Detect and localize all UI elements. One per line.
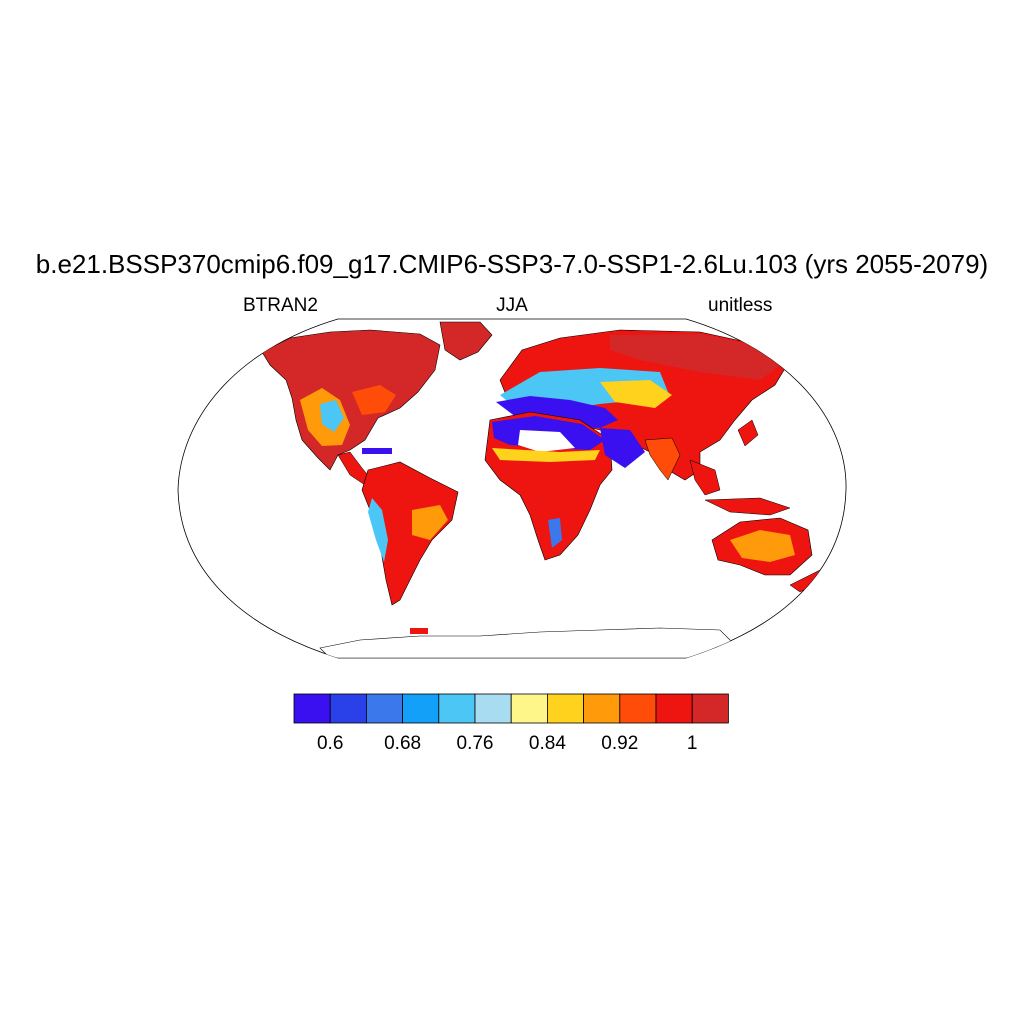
colorbar-tick-label: 0.6	[317, 733, 343, 754]
arabia	[600, 428, 645, 468]
colorbar-box	[402, 693, 440, 724]
colorbar-tick-label: 0.92	[601, 733, 638, 754]
colorbar-box	[691, 693, 729, 724]
colorbar-box	[365, 693, 403, 724]
australia-interior	[730, 530, 795, 562]
se-asia	[689, 459, 721, 496]
na-east-orange	[352, 385, 396, 415]
colorbar-box	[547, 693, 585, 724]
indonesia	[704, 497, 791, 516]
colorbar-tick-label: 0.76	[457, 733, 494, 754]
japan	[737, 419, 759, 447]
season-label: JJA	[496, 295, 528, 316]
variable-label: BTRAN2	[243, 295, 318, 316]
page-title: b.e21.BSSP370cmip6.f09_g17.CMIP6-SSP3-7.…	[35, 249, 989, 279]
north-america	[261, 329, 441, 471]
antarctica	[319, 627, 741, 658]
sahel-yellow	[492, 448, 600, 462]
sa-west-dry	[368, 498, 388, 562]
colorbar-box	[583, 693, 621, 724]
colorbar-tick-label: 1	[687, 733, 698, 754]
eurasia-north-dark	[610, 334, 785, 380]
central-asia-yellow	[600, 380, 672, 408]
colorbar-box	[510, 693, 548, 724]
colorbar-box	[619, 693, 657, 724]
colorbar-box	[655, 693, 693, 724]
sahara-blank	[518, 430, 575, 452]
colorbar-tick-label: 0.84	[529, 733, 566, 754]
colorbar-tick-label: 0.68	[384, 733, 421, 754]
greenland	[439, 321, 493, 361]
units-label: unitless	[708, 295, 773, 316]
colorbar-box	[438, 693, 476, 724]
sa-east-dry	[412, 505, 448, 540]
southern-africa-blue	[548, 518, 562, 548]
antarctic-peninsula	[410, 628, 428, 634]
na-west-drier	[320, 400, 344, 432]
colorbar-box	[329, 693, 367, 724]
colorbar-box	[293, 693, 331, 724]
colorbar-box	[474, 693, 512, 724]
india	[644, 437, 681, 481]
caribbean-islands	[362, 448, 392, 454]
